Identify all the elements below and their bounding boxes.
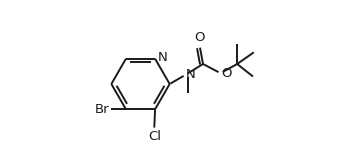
Text: Br: Br <box>95 103 109 116</box>
Text: O: O <box>221 67 231 80</box>
Text: N: N <box>157 51 167 64</box>
Text: N: N <box>186 68 196 81</box>
Text: Cl: Cl <box>148 130 161 143</box>
Text: O: O <box>195 31 205 44</box>
